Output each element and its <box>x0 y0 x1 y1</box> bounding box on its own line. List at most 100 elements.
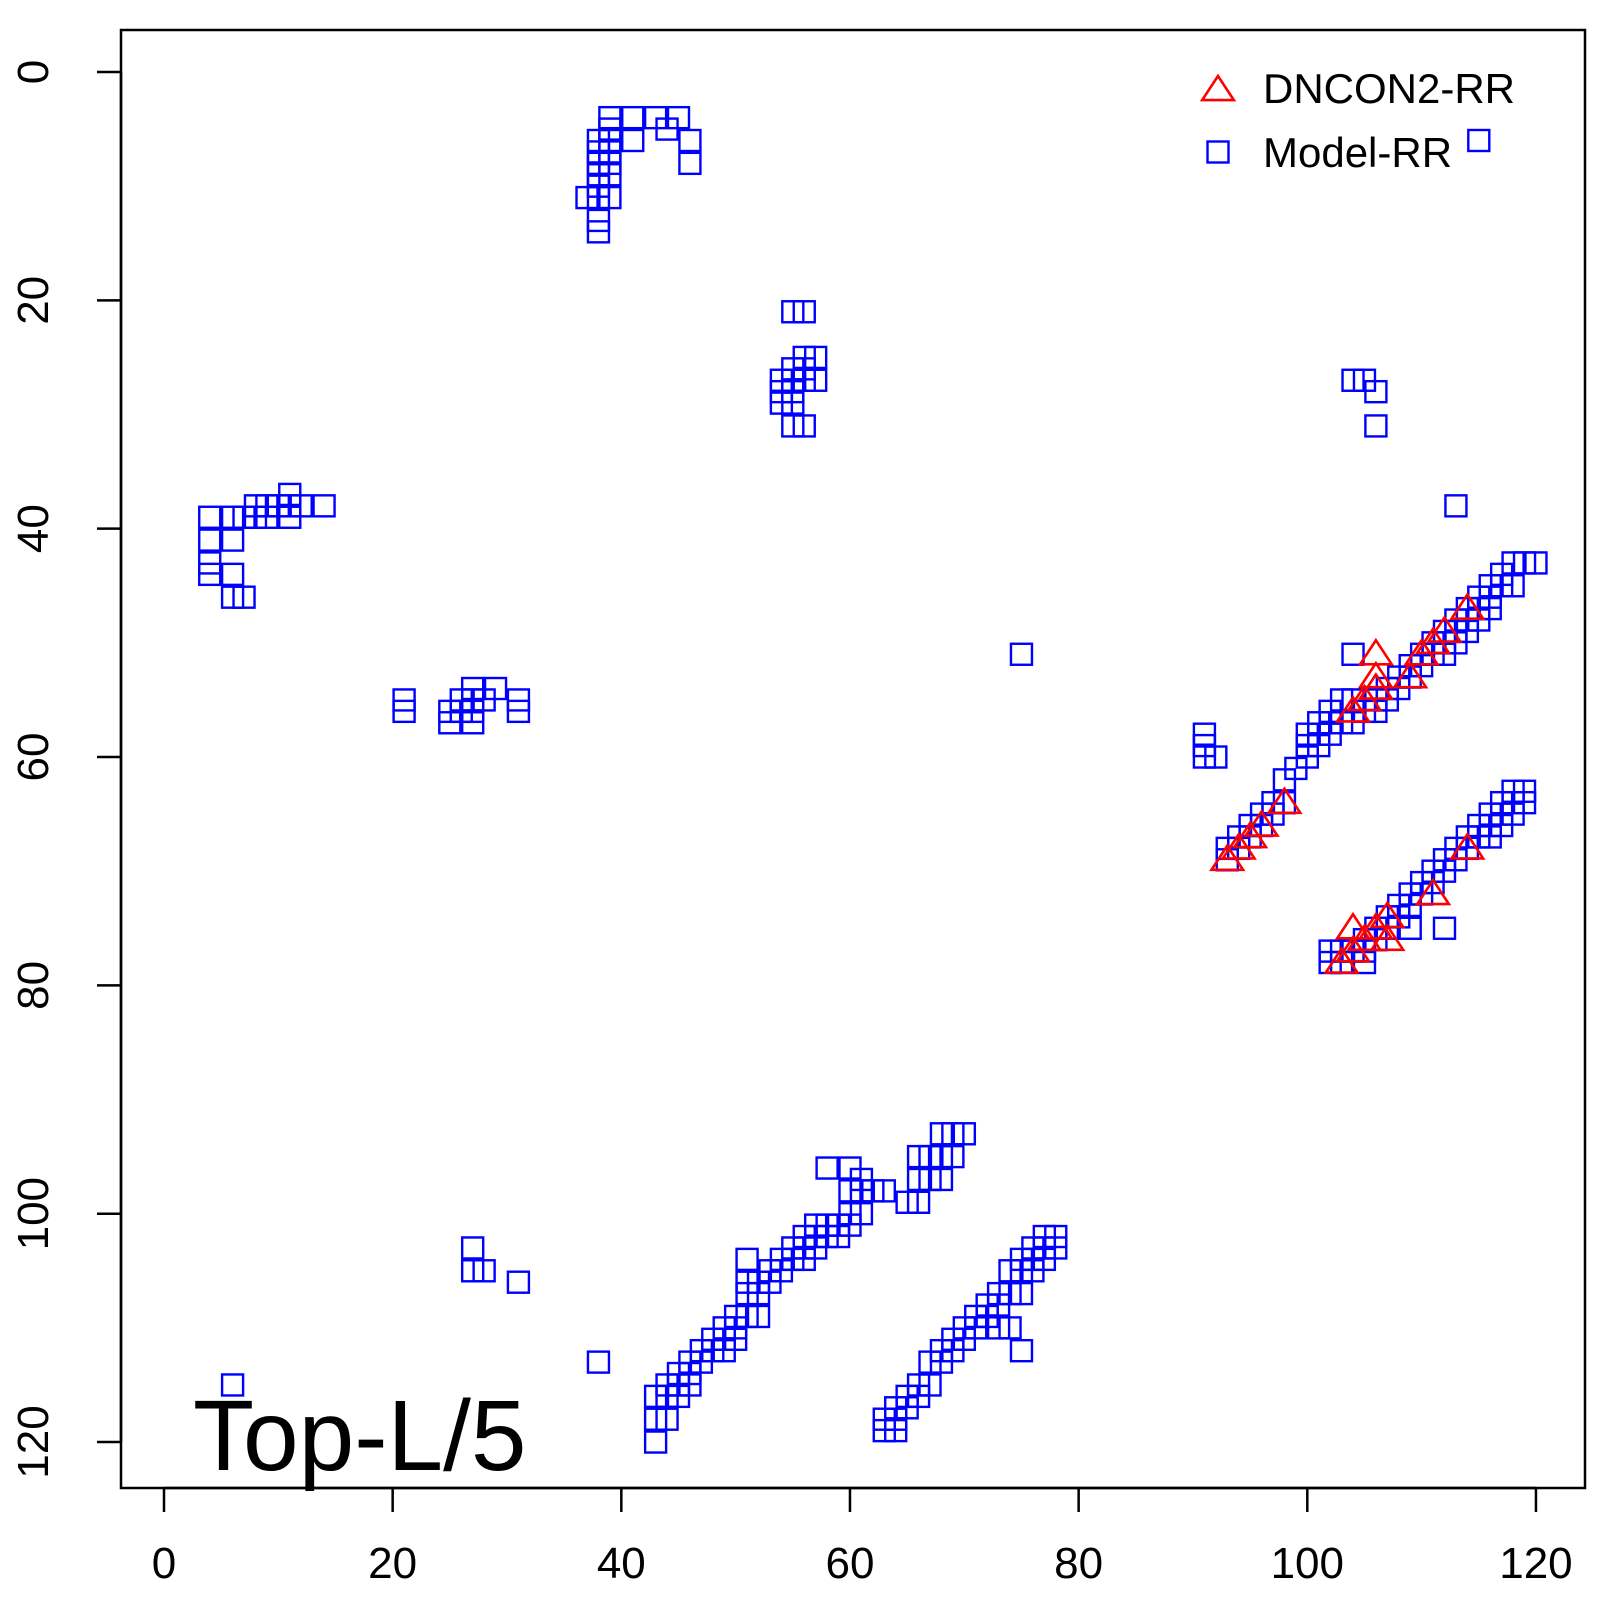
point-triangle <box>1243 809 1280 837</box>
series-dncon2-rr <box>1209 592 1486 974</box>
x-tick-label: 60 <box>826 1539 875 1588</box>
point-square <box>906 1190 931 1214</box>
point-square <box>598 185 622 210</box>
point-triangle <box>1414 626 1452 655</box>
point-triangle <box>1357 660 1395 689</box>
point-square <box>220 562 245 587</box>
point-square <box>1341 711 1365 735</box>
panel-label: Top-L/5 <box>193 1380 527 1492</box>
point-square <box>1021 1259 1045 1283</box>
point-triangle <box>1334 934 1372 963</box>
point-square <box>278 505 302 529</box>
point-square <box>792 414 816 438</box>
point-square <box>1501 574 1525 598</box>
point-square <box>735 1247 759 1272</box>
point-triangle <box>1334 694 1372 723</box>
x-tick-label: 40 <box>597 1539 646 1588</box>
point-square <box>392 699 416 724</box>
point-square <box>815 1156 839 1180</box>
point-square <box>198 528 222 552</box>
point-square <box>643 1430 668 1454</box>
point-triangle <box>1391 660 1429 689</box>
y-axis: 0 20 40 60 80 100 120 <box>9 60 123 1479</box>
point-square <box>460 676 485 701</box>
point-square <box>1478 825 1502 849</box>
point-square <box>712 1339 736 1363</box>
x-tick-label: 120 <box>1499 1539 1572 1588</box>
point-square <box>884 1418 908 1443</box>
point-square <box>1524 551 1548 575</box>
point-square <box>220 528 245 552</box>
x-tick-label: 80 <box>1054 1539 1103 1588</box>
point-square <box>198 562 222 587</box>
point-triangle <box>1414 877 1452 906</box>
point-triangle <box>1231 820 1269 849</box>
point-triangle <box>1357 911 1395 940</box>
point-square <box>678 128 702 153</box>
point-square <box>460 711 485 735</box>
point-triangle <box>1403 637 1440 666</box>
point-square <box>929 1350 954 1374</box>
point-square <box>1432 642 1457 666</box>
point-square <box>198 505 222 529</box>
point-square <box>255 505 279 529</box>
point-square <box>1009 1339 1034 1363</box>
y-tick-label: 60 <box>9 733 58 782</box>
point-triangle <box>1209 843 1246 872</box>
point-square <box>826 1224 851 1249</box>
point-triangle <box>1220 831 1257 860</box>
point-triangle <box>1426 615 1463 643</box>
point-square <box>1341 642 1365 666</box>
y-tick-label: 40 <box>9 504 58 553</box>
point-square <box>1204 745 1228 769</box>
y-tick-label: 80 <box>9 961 58 1010</box>
legend-label: DNCON2-RR <box>1263 65 1515 112</box>
legend-label: Model-RR <box>1263 129 1452 176</box>
y-tick-label: 100 <box>9 1177 58 1250</box>
point-square <box>1352 950 1377 975</box>
legend: DNCON2-RR Model-RR <box>1199 65 1515 176</box>
plot-frame <box>119 28 1587 1490</box>
point-square <box>792 1247 816 1272</box>
point-triangle <box>1323 946 1360 974</box>
point-square <box>312 494 336 518</box>
point-square <box>506 1270 531 1294</box>
point-square <box>666 1384 691 1409</box>
y-tick-label: 0 <box>9 60 58 84</box>
point-square <box>506 699 531 724</box>
point-square <box>483 676 508 701</box>
point-square <box>438 711 462 735</box>
data-marks <box>198 105 1548 1454</box>
point-triangle <box>1346 683 1383 712</box>
point-square <box>998 1316 1022 1340</box>
point-square <box>1364 699 1388 724</box>
point-square <box>1444 494 1468 518</box>
y-tick-label: 20 <box>9 276 58 325</box>
point-square <box>803 368 828 392</box>
x-tick-label: 100 <box>1271 1539 1344 1588</box>
point-square <box>746 1281 771 1306</box>
point-square <box>746 1304 771 1329</box>
legend-triangle-icon <box>1199 73 1237 102</box>
point-triangle <box>1357 672 1395 700</box>
point-square <box>220 1373 245 1397</box>
point-square <box>1467 128 1491 153</box>
point-square <box>1009 642 1034 666</box>
point-square <box>655 1407 679 1431</box>
point-square <box>872 1179 896 1203</box>
point-square <box>952 1122 977 1146</box>
point-square <box>678 151 702 176</box>
point-square <box>929 1167 954 1192</box>
series-model-rr <box>198 105 1548 1454</box>
y-tick-label: 120 <box>9 1405 58 1478</box>
point-square <box>621 105 645 130</box>
point-square <box>621 128 645 153</box>
point-square <box>1364 414 1388 438</box>
point-square <box>655 117 679 141</box>
point-square <box>792 300 816 324</box>
point-square <box>232 585 256 609</box>
legend-square-icon <box>1206 140 1230 164</box>
point-square <box>472 1259 496 1283</box>
